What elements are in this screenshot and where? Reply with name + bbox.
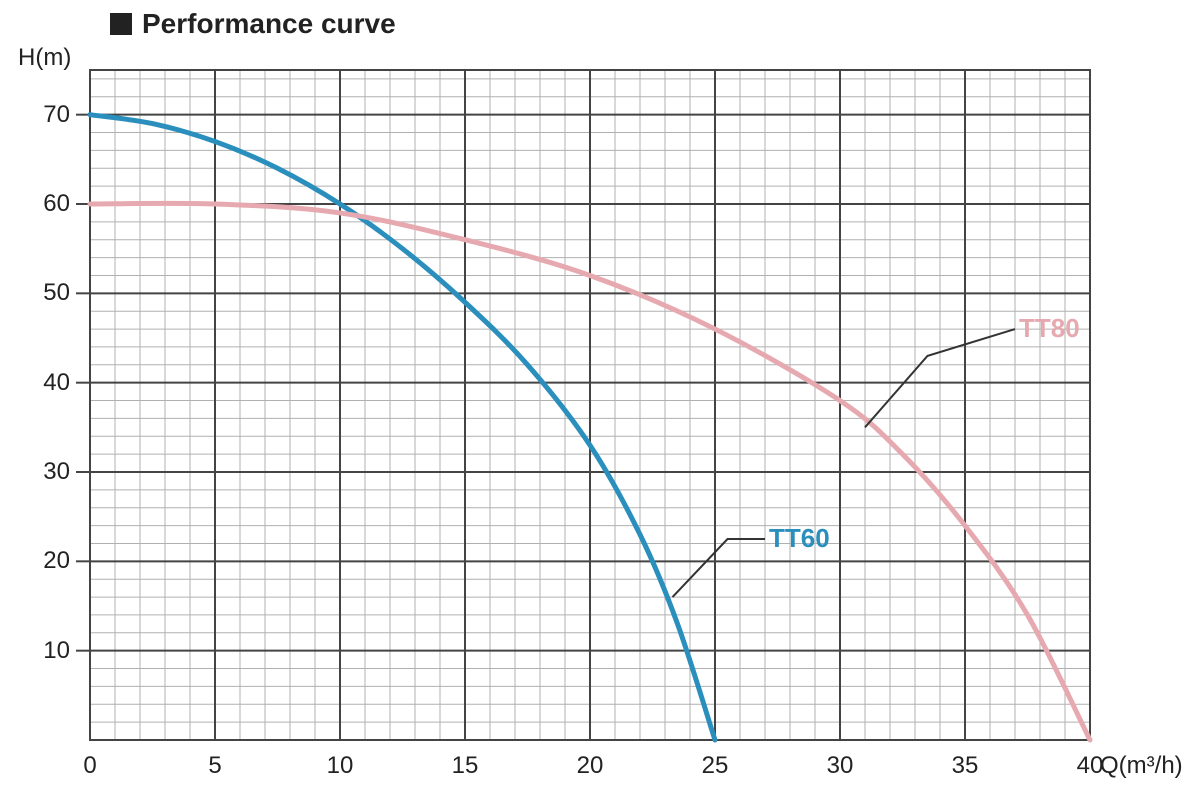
chart-title: Performance curve [142, 8, 396, 40]
x-tick-label: 0 [70, 752, 110, 780]
y-tick-label: 20 [43, 547, 70, 575]
callout-line-TT60 [673, 539, 766, 597]
x-tick-label: 5 [195, 752, 235, 780]
x-tick-label: 10 [320, 752, 360, 780]
x-tick-label: 35 [945, 752, 985, 780]
y-tick-label: 60 [43, 190, 70, 218]
y-tick-label: 30 [43, 458, 70, 486]
series-label-TT60: TT60 [769, 523, 830, 554]
y-axis-label: H(m) [18, 44, 71, 72]
y-tick-label: 50 [43, 279, 70, 307]
title-bullet-icon [110, 13, 132, 35]
x-tick-label: 30 [820, 752, 860, 780]
performance-chart: Performance curve H(m) Q(m³/h) 10 20 30 40 5… [0, 0, 1200, 801]
y-tick-label: 70 [43, 101, 70, 129]
x-tick-label: 20 [570, 752, 610, 780]
x-tick-label: 40 [1070, 752, 1110, 780]
chart-svg [0, 0, 1200, 801]
chart-title-box: Performance curve [110, 8, 396, 40]
x-axis-label: Q(m³/h) [1100, 752, 1183, 780]
x-tick-label: 15 [445, 752, 485, 780]
series-label-TT80: TT80 [1019, 313, 1080, 344]
x-tick-label: 25 [695, 752, 735, 780]
series-TT60 [90, 115, 715, 740]
y-tick-label: 40 [43, 369, 70, 397]
y-tick-label: 10 [43, 637, 70, 665]
